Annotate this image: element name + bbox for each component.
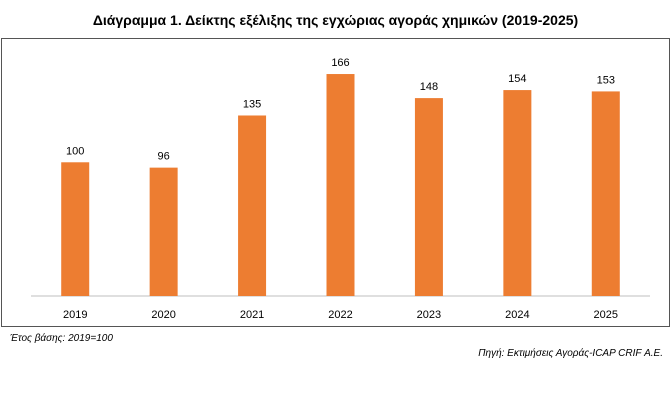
bar-2020 [149,167,178,296]
bar-2019 [61,162,90,296]
source-note: Πηγή: Εκτιμήσεις Αγοράς-ICAP CRIF Α.Ε. [478,348,663,359]
bar-2024 [503,90,532,296]
data-label-2022: 166 [331,57,349,69]
data-label-2024: 154 [508,73,526,85]
x-tick-label-2025: 2025 [594,309,618,321]
data-label-2019: 100 [66,145,84,157]
data-label-2020: 96 [158,151,170,163]
x-tick-label-2024: 2024 [505,309,529,321]
data-label-2025: 153 [597,74,615,86]
base-year-note: Έτος βάσης: 2019=100 [10,333,113,344]
bar-2023 [414,98,443,296]
x-tick-label-2022: 2022 [328,309,352,321]
data-label-2021: 135 [243,98,261,110]
top-border [1,38,670,39]
left-border [1,38,2,326]
right-border [669,38,670,326]
bar-2022 [326,74,355,296]
chart-title: Διάγραμμα 1. Δείκτης εξέλιξης της εγχώρι… [92,12,579,28]
x-tick-label-2021: 2021 [240,309,264,321]
bar-2025 [591,91,620,296]
bar-2021 [238,115,267,296]
bottom-border [1,326,670,327]
x-tick-label-2020: 2020 [151,309,175,321]
x-tick-label-2023: 2023 [417,309,441,321]
data-label-2023: 148 [420,81,438,93]
x-tick-label-2019: 2019 [63,309,87,321]
